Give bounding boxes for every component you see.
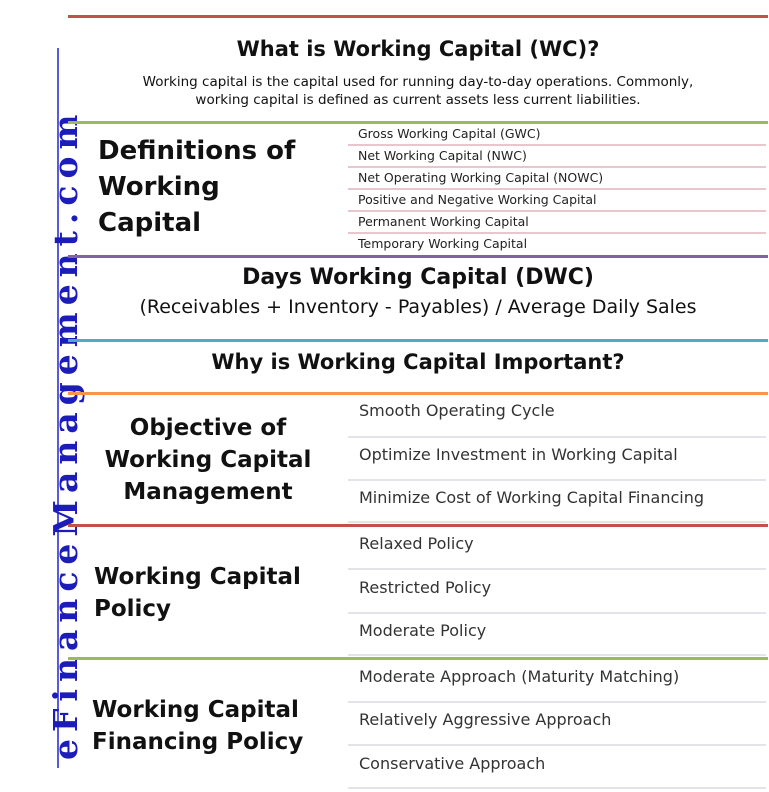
what-is-description-line1: Working capital is the capital used for … — [142, 74, 694, 90]
financing-divider — [348, 744, 766, 746]
definition-divider — [348, 188, 766, 190]
divider-green-1 — [68, 121, 768, 124]
objective-item: Optimize Investment in Working Capital — [359, 445, 678, 464]
policy-divider — [348, 568, 766, 570]
dwc-formula: (Receivables + Inventory - Payables) / A… — [139, 296, 697, 318]
definition-item: Permanent Working Capital — [358, 214, 529, 229]
policy-heading: Working Capital Policy — [94, 561, 344, 625]
financing-heading-line1: Working Capital — [92, 697, 299, 723]
objective-divider — [348, 436, 766, 438]
policy-divider — [348, 612, 766, 614]
definition-item: Net Operating Working Capital (NOWC) — [358, 170, 604, 185]
objective-heading: Objective of Working Capital Management — [72, 412, 344, 508]
definitions-heading-line1: Definitions of — [98, 136, 296, 166]
financing-heading-line2: Financing Policy — [92, 729, 304, 755]
definitions-heading-line2: Working — [98, 172, 220, 202]
financing-divider — [348, 787, 766, 789]
objective-heading-line2: Working Capital — [104, 447, 312, 473]
definition-divider — [348, 166, 766, 168]
policy-item: Moderate Policy — [359, 621, 487, 640]
divider-blue — [68, 339, 768, 342]
what-is-title: What is Working Capital (WC)? — [236, 37, 600, 61]
policy-divider — [348, 654, 766, 656]
policy-heading-line1: Working Capital — [94, 564, 301, 590]
divider-green-2 — [68, 657, 768, 660]
objective-heading-line3: Management — [123, 479, 293, 505]
definition-divider — [348, 210, 766, 212]
dwc-title: Days Working Capital (DWC) — [242, 265, 594, 290]
divider-red-top — [68, 15, 768, 18]
definition-item: Gross Working Capital (GWC) — [358, 126, 541, 141]
definition-item: Positive and Negative Working Capital — [358, 192, 597, 207]
sidebar-border — [57, 48, 59, 768]
financing-item: Conservative Approach — [359, 754, 546, 773]
financing-item: Moderate Approach (Maturity Matching) — [359, 667, 680, 686]
policy-item: Relaxed Policy — [359, 534, 474, 553]
objective-item: Smooth Operating Cycle — [359, 401, 555, 420]
policy-item: Restricted Policy — [359, 578, 492, 597]
objective-divider — [348, 521, 766, 523]
financing-heading: Working Capital Financing Policy — [92, 694, 342, 758]
definition-divider — [348, 144, 766, 146]
definition-item: Net Working Capital (NWC) — [358, 148, 527, 163]
objective-item: Minimize Cost of Working Capital Financi… — [359, 488, 704, 507]
objective-divider — [348, 479, 766, 481]
definition-divider — [348, 232, 766, 234]
divider-orange — [68, 392, 768, 395]
financing-divider — [348, 701, 766, 703]
what-is-description-line2: working capital is defined as current as… — [195, 92, 641, 108]
divider-purple — [68, 255, 768, 258]
policy-heading-line2: Policy — [94, 596, 172, 622]
definitions-heading: Definitions of Working Capital — [98, 133, 348, 241]
definition-item: Temporary Working Capital — [358, 236, 528, 251]
definitions-heading-line3: Capital — [98, 208, 202, 238]
divider-red-2 — [68, 524, 768, 527]
financing-item: Relatively Aggressive Approach — [359, 710, 612, 729]
brand-sidebar: eFinanceManagement.com — [0, 0, 85, 792]
objective-heading-line1: Objective of — [129, 415, 287, 441]
importance-title: Why is Working Capital Important? — [211, 350, 625, 374]
